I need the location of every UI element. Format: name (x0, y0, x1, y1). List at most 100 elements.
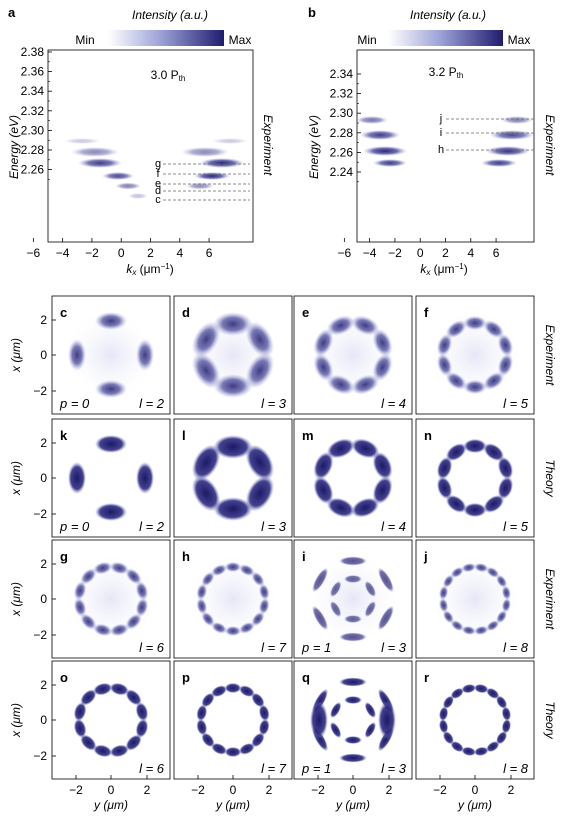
panel-letter: g (60, 549, 68, 564)
colorbar-min-label-a: Min (75, 33, 94, 47)
panel-letter: f (424, 305, 429, 320)
x-tick-label: 0 (230, 783, 237, 797)
mode-lobe (196, 704, 208, 722)
mode-lobe (251, 611, 265, 627)
mode-lobe (372, 353, 393, 382)
mode-lobe (310, 701, 328, 739)
p-label: p = 0 (59, 519, 90, 534)
panel-b: b Intensity (a.u.) Min Max 2.342.322.302… (307, 5, 557, 277)
x-tick-label: 0 (350, 783, 357, 797)
l-label: l = 6 (139, 640, 165, 655)
l-label: l = 7 (261, 761, 287, 776)
mode-lobe (312, 605, 329, 631)
dispersion-band (64, 138, 100, 144)
mode-lobe (109, 682, 129, 696)
mode-lobe (211, 564, 227, 577)
mode-lobe (196, 583, 208, 601)
side-label-b: Experiment (543, 115, 557, 176)
mode-lobe (191, 444, 221, 481)
mode-lobe (463, 438, 487, 454)
mode-lobe (344, 615, 362, 623)
mode-lobe (326, 497, 355, 518)
mode-lobe (364, 580, 376, 598)
x-tick-label: 0 (118, 246, 125, 260)
l-label: l = 2 (139, 396, 165, 411)
mode-lobe (224, 682, 242, 694)
mode-lobe (436, 353, 453, 377)
x-tick-label: −2 (191, 783, 205, 797)
x-tick-label: −4 (363, 246, 377, 260)
panel-letter: i (302, 549, 306, 564)
mode-lobe (496, 731, 508, 745)
mode-panel-o: o l = 6 (51, 660, 171, 780)
y-tick-label: 2.32 (330, 87, 354, 101)
intensity-title-a: Intensity (a.u.) (132, 8, 208, 22)
l-label: l = 3 (261, 396, 287, 411)
grid-axes: 2 0 −2 x (μm) Experiment 2 0 −2 x (μm) Theory 2 0 −2… (9, 313, 557, 812)
mode-panel-k: k p = 0 l = 2 (51, 418, 171, 538)
dispersion-band (356, 116, 388, 124)
y-tick-label: 0 (40, 592, 47, 606)
x-axis-label-b: kx (μm−1) (420, 262, 467, 277)
y-tick-label: 2.26 (21, 163, 45, 177)
mode-lobe (201, 571, 215, 587)
y-axis-label: x (μm) (9, 338, 23, 373)
mode-lobe (339, 753, 367, 763)
mode-lobe (483, 320, 505, 339)
colorbar-max-label-a: Max (229, 33, 252, 47)
background-haze (305, 551, 401, 647)
mode-lobe (436, 333, 453, 357)
mode-lobe (95, 380, 127, 398)
mode-lobe (497, 333, 514, 357)
mode-lobe (80, 689, 97, 706)
mode-lobe (125, 568, 142, 585)
mode-lobe (445, 320, 467, 339)
background-haze (63, 307, 159, 403)
y-tick-label: 2.34 (330, 67, 354, 81)
mode-lobe (438, 585, 449, 600)
y-tick-label: −2 (33, 507, 47, 521)
panel-letter: d (182, 305, 190, 320)
mode-lobe (344, 575, 362, 583)
x-tick-label: −2 (85, 246, 99, 260)
dispersion-bands-b: jih (356, 113, 534, 167)
mode-lobe (461, 683, 476, 694)
mode-lobe (364, 701, 376, 719)
y-tick-label: 0 (40, 471, 47, 485)
x-tick-label: 2 (144, 783, 151, 797)
mode-lobe (501, 706, 512, 721)
x-tick-label: 6 (206, 246, 213, 260)
mode-label: d (155, 185, 161, 197)
mode-lobe (95, 435, 127, 453)
mode-label: h (438, 144, 444, 156)
panel-frame (415, 660, 535, 780)
y-tick-label: 2 (40, 436, 47, 450)
mode-lobe (501, 598, 512, 613)
mode-lobe (442, 695, 454, 709)
dispersion-band (102, 172, 134, 180)
mode-lobe (251, 571, 265, 587)
panel-frame (173, 660, 293, 780)
mode-lobe (136, 462, 154, 494)
power-label-a: 3.0 Pth (151, 68, 186, 83)
mode-lobe (486, 620, 500, 632)
mode-lobe (191, 475, 221, 512)
mode-lobe (351, 374, 380, 395)
panel-frame (415, 418, 535, 538)
colorbar-max-label-b: Max (508, 33, 531, 47)
mode-lobe (135, 597, 149, 617)
row-side-label: Theory (543, 459, 557, 497)
power-label-b: 3.2 Pth (429, 65, 464, 80)
mode-lobe (239, 742, 255, 755)
mode-lobe (258, 597, 270, 615)
y-tick-label: 2.30 (330, 106, 354, 120)
mode-panel-f: f l = 5 (415, 295, 535, 415)
dispersion-band (186, 182, 214, 190)
x-tick-label: 4 (467, 246, 474, 260)
mode-lobe (474, 683, 489, 694)
mode-lobe (486, 687, 500, 699)
mode-lobe (377, 605, 394, 631)
mode-lobe (497, 476, 514, 500)
l-label: l = 8 (503, 640, 529, 655)
mode-lobe (372, 451, 393, 480)
